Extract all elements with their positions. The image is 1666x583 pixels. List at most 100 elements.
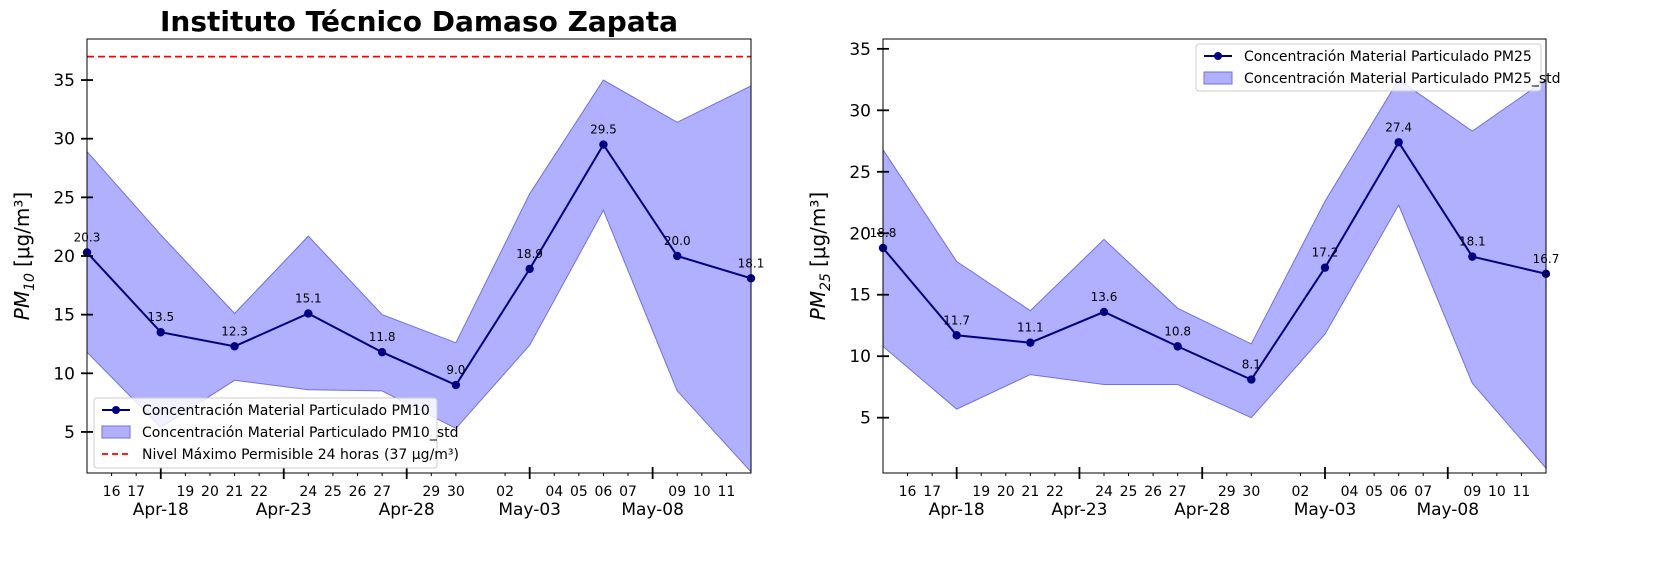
x-minor-tick-label: 09 [1463,484,1481,500]
x-major-tick-label: Apr-23 [256,500,312,520]
legend-label: Concentración Material Particulado PM10 [142,403,430,419]
x-minor-tick-label: 17 [923,484,941,500]
data-label: 11.1 [1017,321,1044,335]
y-tick-label: 35 [53,71,75,91]
data-point [156,328,165,337]
x-minor-tick-label: 07 [619,484,637,500]
x-minor-tick-label: 22 [250,484,268,500]
x-minor-tick-label: 20 [997,484,1015,500]
data-label: 9.0 [446,363,465,377]
legend-box [1195,43,1542,92]
data-label: 11.8 [369,330,396,344]
data-point [952,331,961,340]
legend-marker-handle [112,406,120,414]
x-minor-tick-label: 27 [373,484,391,500]
data-point [599,140,608,149]
y-tick-label: 25 [53,188,75,208]
x-minor-tick-label: 02 [496,484,514,500]
data-label: 27.4 [1385,120,1412,134]
x-minor-tick-label: 11 [717,484,735,500]
y-tick-label: 5 [860,409,871,429]
legend: Concentración Material Particulado PM10 C… [93,397,459,469]
data-label: 13.5 [147,310,174,324]
legend: Concentración Material Particulado PM25 C… [1195,43,1561,92]
x-major-tick-label: Apr-28 [1174,500,1230,520]
x-minor-tick-label: 21 [226,484,244,500]
y-tick-label: 15 [53,306,75,326]
data-label: 29.5 [590,123,617,137]
y-axis-label-sub: 10 [22,273,38,291]
legend-marker-handle [1214,52,1222,60]
legend-box [93,397,438,469]
x-minor-tick-label: 10 [693,484,711,500]
x-minor-tick-label: 07 [1414,484,1432,500]
x-minor-tick-label: 19 [972,484,990,500]
y-axis-label-unit: [μg/m³] [806,192,830,267]
data-label: 18.9 [516,247,543,261]
y-tick-label: 15 [849,286,871,306]
y-tick-label: 5 [64,423,75,443]
data-point [1320,263,1330,272]
chart-panel-2: 18.811.711.113.610.88.117.227.418.116.75… [806,38,1561,520]
legend-label: Concentración Material Particulado PM10_… [142,425,459,441]
data-point [1173,342,1182,351]
x-minor-tick-label: 24 [1095,484,1113,500]
x-major-tick-label: May-03 [498,500,561,520]
x-minor-tick-label: 05 [1365,484,1383,500]
x-major-tick-label: Apr-18 [929,500,985,520]
x-minor-tick-label: 25 [1120,484,1138,500]
x-minor-tick-label: 25 [324,484,342,500]
x-major-tick-label: Apr-23 [1051,500,1107,520]
x-minor-tick-label: 06 [1390,484,1408,500]
series-line [882,140,1547,381]
data-label: 8.1 [1242,358,1261,372]
x-minor-tick-label: 16 [899,484,917,500]
plot-frame [882,38,1547,474]
series-line [86,142,752,387]
std-band [882,78,1547,470]
y-tick-label: 35 [849,40,871,60]
y-axis-label: PM25 [μg/m³] [806,192,834,320]
data-label: 20.0 [664,234,691,248]
data-point [451,380,461,390]
x-minor-tick-label: 26 [1144,484,1162,500]
data-point [1247,375,1256,384]
legend-label: Concentración Material Particulado PM25 [1244,49,1532,65]
legend-band-handle [1203,71,1233,85]
y-tick-label: 25 [849,163,871,183]
x-minor-tick-label: 05 [570,484,588,500]
x-minor-tick-label: 11 [1513,484,1531,500]
x-major-tick-label: Apr-28 [379,500,435,520]
legend-label: Nivel Máximo Permisible 24 horas (37 μg/m… [142,447,459,463]
data-point [1394,138,1403,147]
data-label: 10.8 [1164,324,1191,338]
x-major-tick-label: Apr-18 [133,500,189,520]
x-major-tick-label: May-03 [1294,500,1357,520]
x-minor-tick-label: 17 [127,484,145,500]
x-minor-tick-label: 09 [668,484,686,500]
data-point [304,309,313,318]
data-label: 13.6 [1091,290,1118,304]
data-point [230,342,239,351]
data-label: 15.1 [295,291,322,305]
x-minor-tick-label: 20 [201,484,219,500]
x-minor-tick-label: 19 [176,484,194,500]
data-label: 11.7 [943,313,970,327]
x-minor-tick-label: 26 [349,484,367,500]
y-axis-label-sub: 25 [818,273,834,291]
data-point [377,347,387,357]
data-label: 18.1 [1459,235,1486,249]
legend-label: Concentración Material Particulado PM25_… [1244,71,1561,87]
data-point [1026,338,1035,347]
y-tick-label: 30 [849,101,871,121]
y-axis-label-main: PM [806,291,830,320]
legend-band-handle [101,425,131,439]
x-minor-tick-label: 22 [1046,484,1064,500]
x-major-tick-label: May-08 [621,500,684,520]
legend-label-value: (37 μg/m³) [384,447,459,463]
x-minor-tick-label: 29 [1218,484,1236,500]
y-axis-label-main: PM [10,291,34,320]
y-axis-label-unit: [μg/m³] [10,192,34,267]
data-point [1099,307,1109,317]
